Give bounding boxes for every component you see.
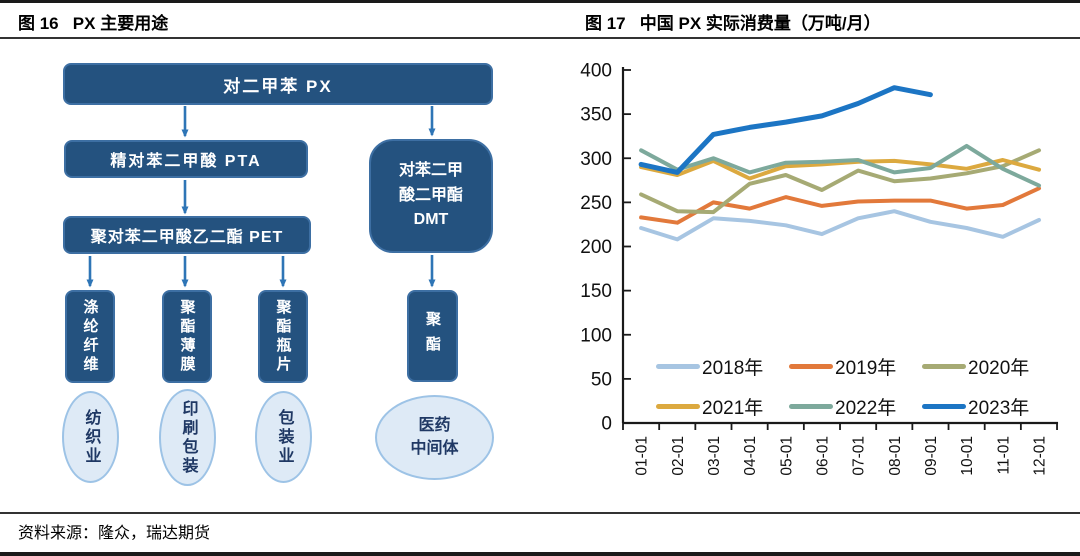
top-rule bbox=[0, 0, 1080, 3]
y-axis-tick-label: 350 bbox=[580, 105, 612, 126]
x-axis-tick-label: 12-01 bbox=[1032, 436, 1049, 476]
node-px: 对二甲苯 PX bbox=[63, 63, 493, 105]
legend-label: 2020年 bbox=[968, 357, 1030, 379]
y-axis-tick-label: 200 bbox=[580, 237, 612, 258]
px-consumption-chart: 0 50 100 150 200 250 300 350 400 01-01 02-01 03-01 0… bbox=[580, 61, 1059, 476]
ellipse-textile-industry: 纺织业 bbox=[62, 391, 119, 483]
ellipse-packaging-industry: 包装业 bbox=[255, 391, 312, 483]
series-line-2021年 bbox=[639, 158, 1041, 181]
x-axis-tick-label: 11-01 bbox=[995, 436, 1012, 475]
y-axis-tick-label: 50 bbox=[591, 369, 612, 390]
x-axis-tick-label: 08-01 bbox=[887, 436, 904, 476]
node-polyester: 聚酯 bbox=[407, 290, 458, 382]
legend-label: 2018年 bbox=[702, 357, 764, 379]
legend-item-2022年: 2022年 bbox=[789, 395, 922, 419]
data-source-note: 资料来源：隆众，瑞达期货 bbox=[18, 525, 211, 542]
legend-item-2020年: 2020年 bbox=[922, 355, 1055, 379]
footer-rule bbox=[0, 512, 1080, 514]
series-line-2022年 bbox=[639, 143, 1041, 188]
x-axis-tick-label: 09-01 bbox=[923, 436, 940, 476]
node-bottle-chip-label: 聚酯瓶片 bbox=[274, 298, 292, 375]
legend-swatch bbox=[922, 403, 966, 409]
ellipse-printing-packaging: 印刷包装 bbox=[159, 389, 216, 486]
node-polyester-fiber-label: 涤纶纤维 bbox=[81, 298, 99, 375]
y-axis-tick-label: 150 bbox=[580, 281, 612, 302]
x-axis-tick-label: 01-01 bbox=[634, 436, 651, 476]
legend-item-2018年: 2018年 bbox=[656, 355, 789, 379]
legend-swatch bbox=[656, 403, 700, 409]
ellipse-packaging-label: 包装业 bbox=[275, 408, 293, 466]
x-axis-tick-label: 02-01 bbox=[670, 436, 687, 476]
legend-item-2023年: 2023年 bbox=[922, 395, 1055, 419]
legend-swatch bbox=[789, 363, 833, 369]
x-axis-tick-label: 04-01 bbox=[742, 436, 759, 476]
node-polyester-film: 聚酯薄膜 bbox=[162, 290, 212, 383]
series-line-2019年 bbox=[639, 186, 1041, 225]
legend-item-2021年: 2021年 bbox=[656, 395, 789, 419]
flow-arrows bbox=[86, 106, 436, 288]
legend-swatch bbox=[789, 403, 833, 409]
series-line-2018年 bbox=[639, 209, 1041, 242]
x-axis-tick-label: 10-01 bbox=[959, 436, 976, 476]
ellipse-pharma-intermediate: 医药 中间体 bbox=[375, 395, 494, 480]
series-line-2020年 bbox=[639, 148, 1041, 215]
x-axis-tick-label: 06-01 bbox=[814, 436, 831, 476]
legend-label: 2021年 bbox=[702, 397, 764, 419]
node-pta: 精对苯二甲酸 PTA bbox=[64, 140, 308, 178]
node-dmt: 对苯二甲 酸二甲酯 DMT bbox=[369, 139, 493, 253]
node-pet: 聚对苯二甲酸乙二酯 PET bbox=[63, 216, 311, 254]
y-axis-tick-label: 250 bbox=[580, 193, 612, 214]
title-underline bbox=[0, 37, 1080, 39]
y-axis-tick-label: 400 bbox=[580, 61, 612, 82]
ellipse-textile-label: 纺织业 bbox=[82, 408, 100, 466]
chart-legend-row-2: 2021年 2022年 2023年 bbox=[656, 395, 1055, 419]
legend-item-2019年: 2019年 bbox=[789, 355, 922, 379]
legend-swatch bbox=[922, 363, 966, 369]
y-axis-tick-label: 300 bbox=[580, 149, 612, 170]
bottom-rule bbox=[0, 552, 1080, 556]
node-polyester-label: 聚酯 bbox=[424, 311, 441, 361]
legend-swatch bbox=[656, 363, 700, 369]
x-axis-tick-label: 07-01 bbox=[851, 436, 868, 476]
chart-legend-row-1: 2018年 2019年 2020年 bbox=[656, 355, 1055, 379]
node-bottle-chip: 聚酯瓶片 bbox=[258, 290, 308, 383]
x-axis-tick-label: 05-01 bbox=[778, 436, 795, 476]
legend-label: 2019年 bbox=[835, 357, 897, 379]
series-line-2023年 bbox=[638, 85, 933, 175]
x-axis-tick-label: 03-01 bbox=[706, 436, 723, 476]
figure16-title: 图 16 PX 主要用途 bbox=[18, 14, 169, 33]
y-axis-tick-label: 100 bbox=[580, 325, 612, 346]
ellipse-printing-label: 印刷包装 bbox=[179, 399, 197, 476]
legend-label: 2022年 bbox=[835, 397, 897, 419]
legend-label: 2023年 bbox=[968, 397, 1030, 419]
y-axis-tick-label: 0 bbox=[601, 414, 612, 435]
figure17-title: 图 17 中国 PX 实际消费量（万吨/月） bbox=[585, 14, 881, 33]
node-polyester-fiber: 涤纶纤维 bbox=[65, 290, 115, 383]
node-polyester-film-label: 聚酯薄膜 bbox=[178, 298, 196, 375]
